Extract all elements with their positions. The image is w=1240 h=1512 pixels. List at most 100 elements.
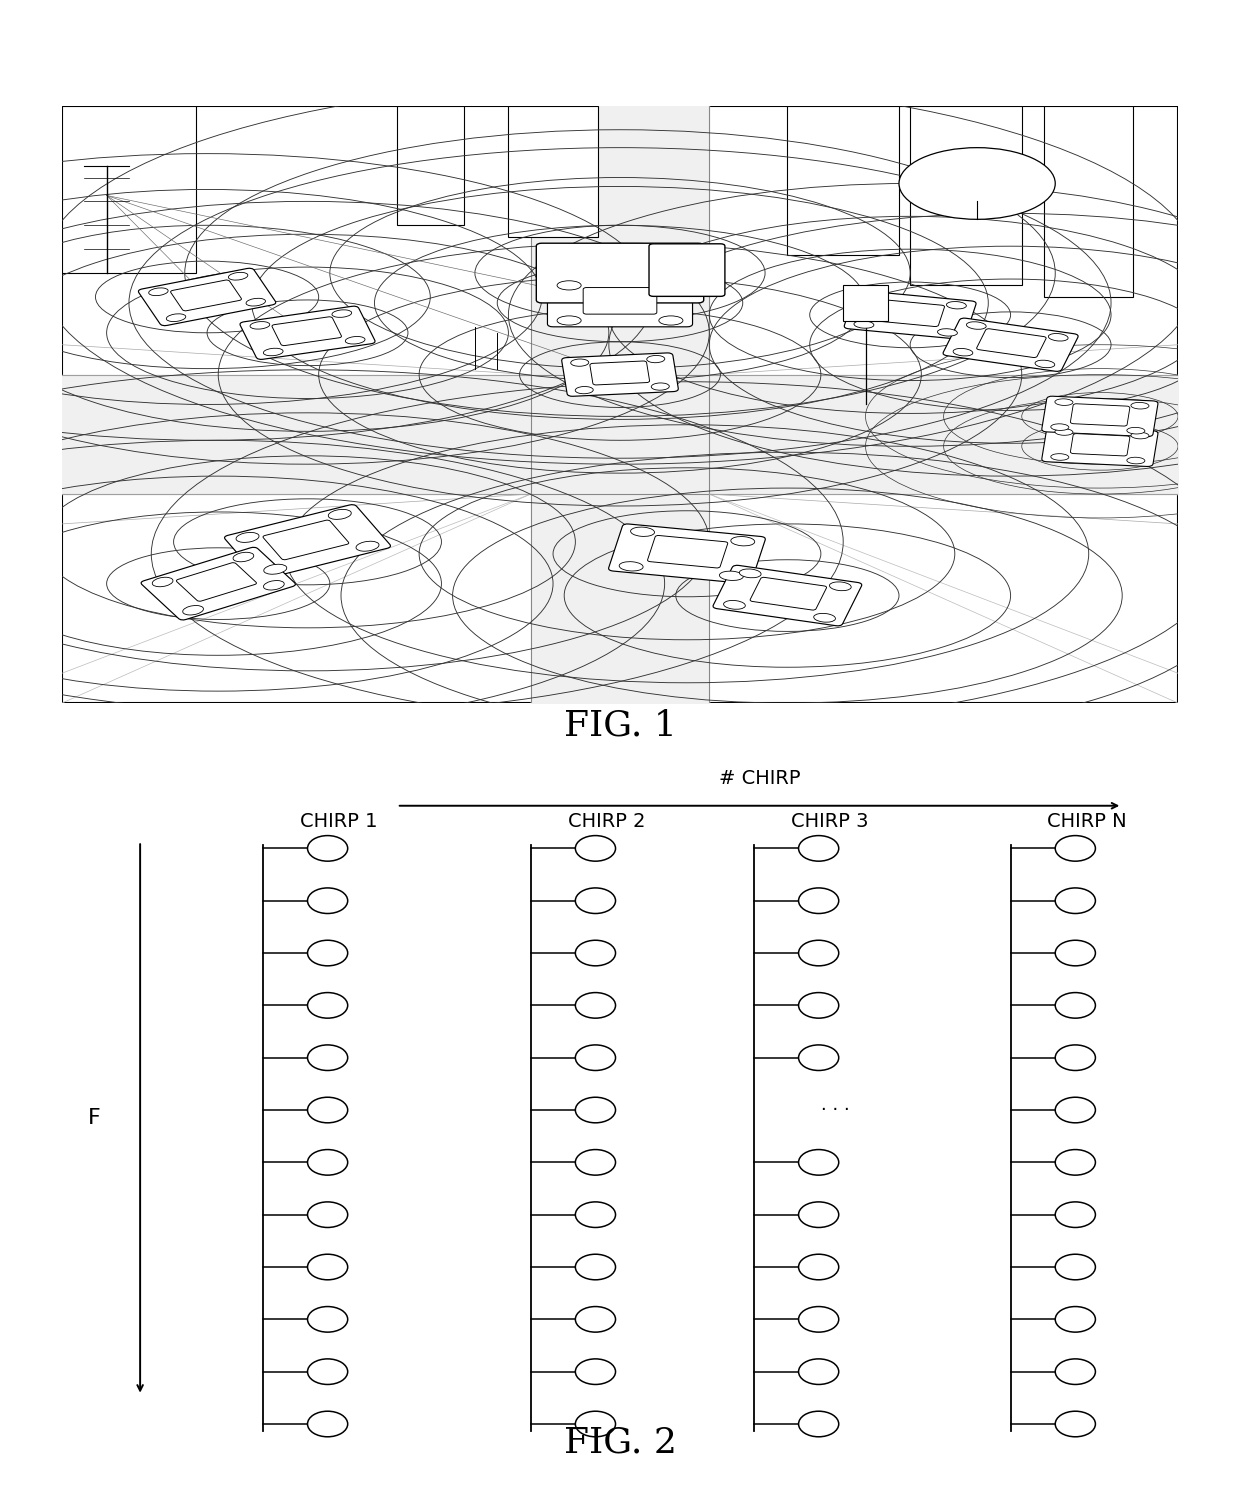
Ellipse shape: [854, 321, 874, 328]
Ellipse shape: [250, 322, 270, 330]
Circle shape: [308, 1306, 347, 1332]
FancyBboxPatch shape: [263, 520, 348, 559]
Ellipse shape: [153, 578, 172, 587]
Circle shape: [575, 1255, 615, 1279]
Ellipse shape: [356, 541, 379, 552]
Circle shape: [799, 1306, 838, 1332]
Ellipse shape: [149, 287, 169, 296]
Ellipse shape: [264, 581, 284, 590]
Circle shape: [308, 940, 347, 966]
FancyBboxPatch shape: [877, 299, 945, 327]
Ellipse shape: [329, 510, 351, 520]
Circle shape: [308, 1255, 347, 1279]
Text: FIG. 2: FIG. 2: [563, 1426, 677, 1459]
FancyBboxPatch shape: [713, 565, 862, 626]
Bar: [1044, 106, 1133, 296]
Circle shape: [799, 1149, 838, 1175]
FancyBboxPatch shape: [241, 305, 374, 360]
FancyBboxPatch shape: [272, 318, 341, 346]
Ellipse shape: [263, 348, 283, 355]
Ellipse shape: [332, 310, 352, 318]
FancyBboxPatch shape: [649, 243, 725, 296]
Circle shape: [799, 1359, 838, 1385]
Text: F: F: [88, 1108, 102, 1128]
Ellipse shape: [1131, 432, 1149, 438]
Circle shape: [1055, 836, 1095, 862]
Ellipse shape: [246, 298, 265, 305]
Ellipse shape: [182, 605, 203, 615]
Ellipse shape: [631, 528, 655, 537]
Circle shape: [575, 888, 615, 913]
Circle shape: [575, 1098, 615, 1123]
FancyBboxPatch shape: [1042, 396, 1158, 437]
Ellipse shape: [1048, 334, 1068, 342]
Circle shape: [799, 1202, 838, 1228]
Ellipse shape: [1050, 423, 1069, 431]
Bar: [62, 106, 196, 274]
FancyBboxPatch shape: [647, 535, 728, 569]
Text: CHIRP N: CHIRP N: [1047, 812, 1126, 830]
Ellipse shape: [1055, 399, 1073, 405]
Circle shape: [1055, 888, 1095, 913]
FancyBboxPatch shape: [536, 243, 703, 302]
Ellipse shape: [233, 552, 254, 562]
Ellipse shape: [1050, 454, 1069, 460]
Ellipse shape: [264, 564, 286, 575]
FancyBboxPatch shape: [176, 562, 257, 602]
Ellipse shape: [166, 314, 186, 322]
Circle shape: [1055, 1202, 1095, 1228]
Text: FIG. 1: FIG. 1: [563, 709, 677, 742]
Circle shape: [799, 992, 838, 1018]
Ellipse shape: [1055, 429, 1073, 435]
Ellipse shape: [863, 293, 883, 301]
FancyBboxPatch shape: [1070, 404, 1130, 426]
Circle shape: [308, 1202, 347, 1228]
Circle shape: [799, 1255, 838, 1279]
Ellipse shape: [739, 569, 761, 578]
FancyBboxPatch shape: [224, 505, 391, 579]
Ellipse shape: [570, 358, 589, 366]
Ellipse shape: [730, 537, 755, 546]
Circle shape: [308, 992, 347, 1018]
FancyBboxPatch shape: [171, 280, 242, 311]
Ellipse shape: [724, 600, 745, 609]
Circle shape: [799, 1411, 838, 1436]
FancyBboxPatch shape: [844, 290, 976, 339]
Ellipse shape: [966, 322, 986, 330]
Circle shape: [799, 1045, 838, 1070]
Ellipse shape: [658, 316, 683, 325]
Ellipse shape: [575, 387, 593, 393]
Circle shape: [799, 836, 838, 862]
Bar: [397, 106, 464, 225]
Text: CHIRP 3: CHIRP 3: [791, 812, 868, 830]
Circle shape: [799, 940, 838, 966]
Circle shape: [575, 1149, 615, 1175]
FancyBboxPatch shape: [562, 352, 678, 396]
Circle shape: [575, 1411, 615, 1436]
Ellipse shape: [658, 281, 683, 290]
Bar: [910, 106, 1022, 284]
FancyBboxPatch shape: [548, 280, 692, 327]
FancyBboxPatch shape: [609, 525, 765, 584]
Ellipse shape: [236, 532, 259, 543]
Circle shape: [575, 940, 615, 966]
Text: CHIRP 2: CHIRP 2: [568, 812, 645, 830]
Ellipse shape: [619, 561, 644, 572]
FancyBboxPatch shape: [1042, 426, 1158, 467]
Ellipse shape: [946, 301, 966, 308]
Circle shape: [1055, 1045, 1095, 1070]
Ellipse shape: [557, 281, 582, 290]
Circle shape: [575, 836, 615, 862]
Bar: [508, 106, 598, 237]
Circle shape: [1055, 1359, 1095, 1385]
Text: CHIRP 1: CHIRP 1: [300, 812, 377, 830]
Circle shape: [308, 1045, 347, 1070]
Ellipse shape: [647, 355, 665, 363]
Circle shape: [1055, 1411, 1095, 1436]
Circle shape: [799, 888, 838, 913]
Circle shape: [308, 1149, 347, 1175]
FancyBboxPatch shape: [583, 287, 657, 314]
FancyBboxPatch shape: [1070, 434, 1130, 457]
FancyBboxPatch shape: [139, 268, 275, 325]
Circle shape: [308, 1359, 347, 1385]
